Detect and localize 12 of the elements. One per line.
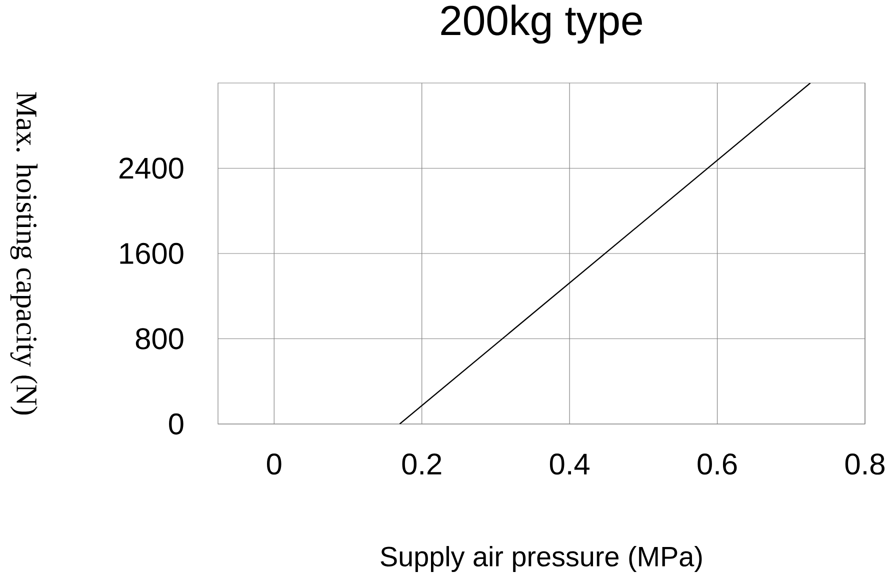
x-tick-label: 0	[266, 453, 282, 475]
chart-title: 200kg type	[441, 4, 642, 44]
x-tick-label: 0.6	[698, 453, 737, 475]
y-tick-label: 800	[136, 328, 184, 350]
y-axis-title: Max. hoisting capacity (N)	[10, 92, 38, 414]
x-axis-title: Supply air pressure (MPa)	[380, 546, 702, 572]
y-tick-label: 0	[169, 413, 184, 434]
x-tick-label: 0.8	[845, 453, 884, 475]
x-tick-label: 0.4	[550, 453, 590, 475]
x-tick-label: 0.2	[402, 453, 442, 475]
y-tick-label: 1600	[120, 242, 184, 264]
y-tick-label: 2400	[119, 157, 184, 179]
